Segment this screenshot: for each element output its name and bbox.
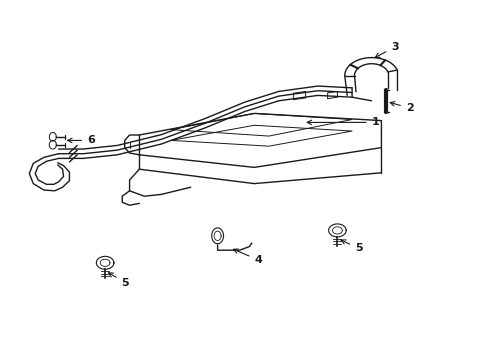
Text: 4: 4 (233, 249, 262, 265)
Text: 5: 5 (340, 240, 362, 253)
Text: 3: 3 (374, 42, 398, 58)
Polygon shape (49, 140, 56, 149)
Polygon shape (328, 224, 346, 237)
Text: 6: 6 (67, 135, 95, 145)
Text: 5: 5 (108, 273, 129, 288)
Polygon shape (96, 256, 114, 269)
Polygon shape (211, 228, 223, 244)
Text: 2: 2 (389, 102, 413, 113)
Polygon shape (49, 132, 56, 141)
Text: 1: 1 (306, 117, 379, 127)
